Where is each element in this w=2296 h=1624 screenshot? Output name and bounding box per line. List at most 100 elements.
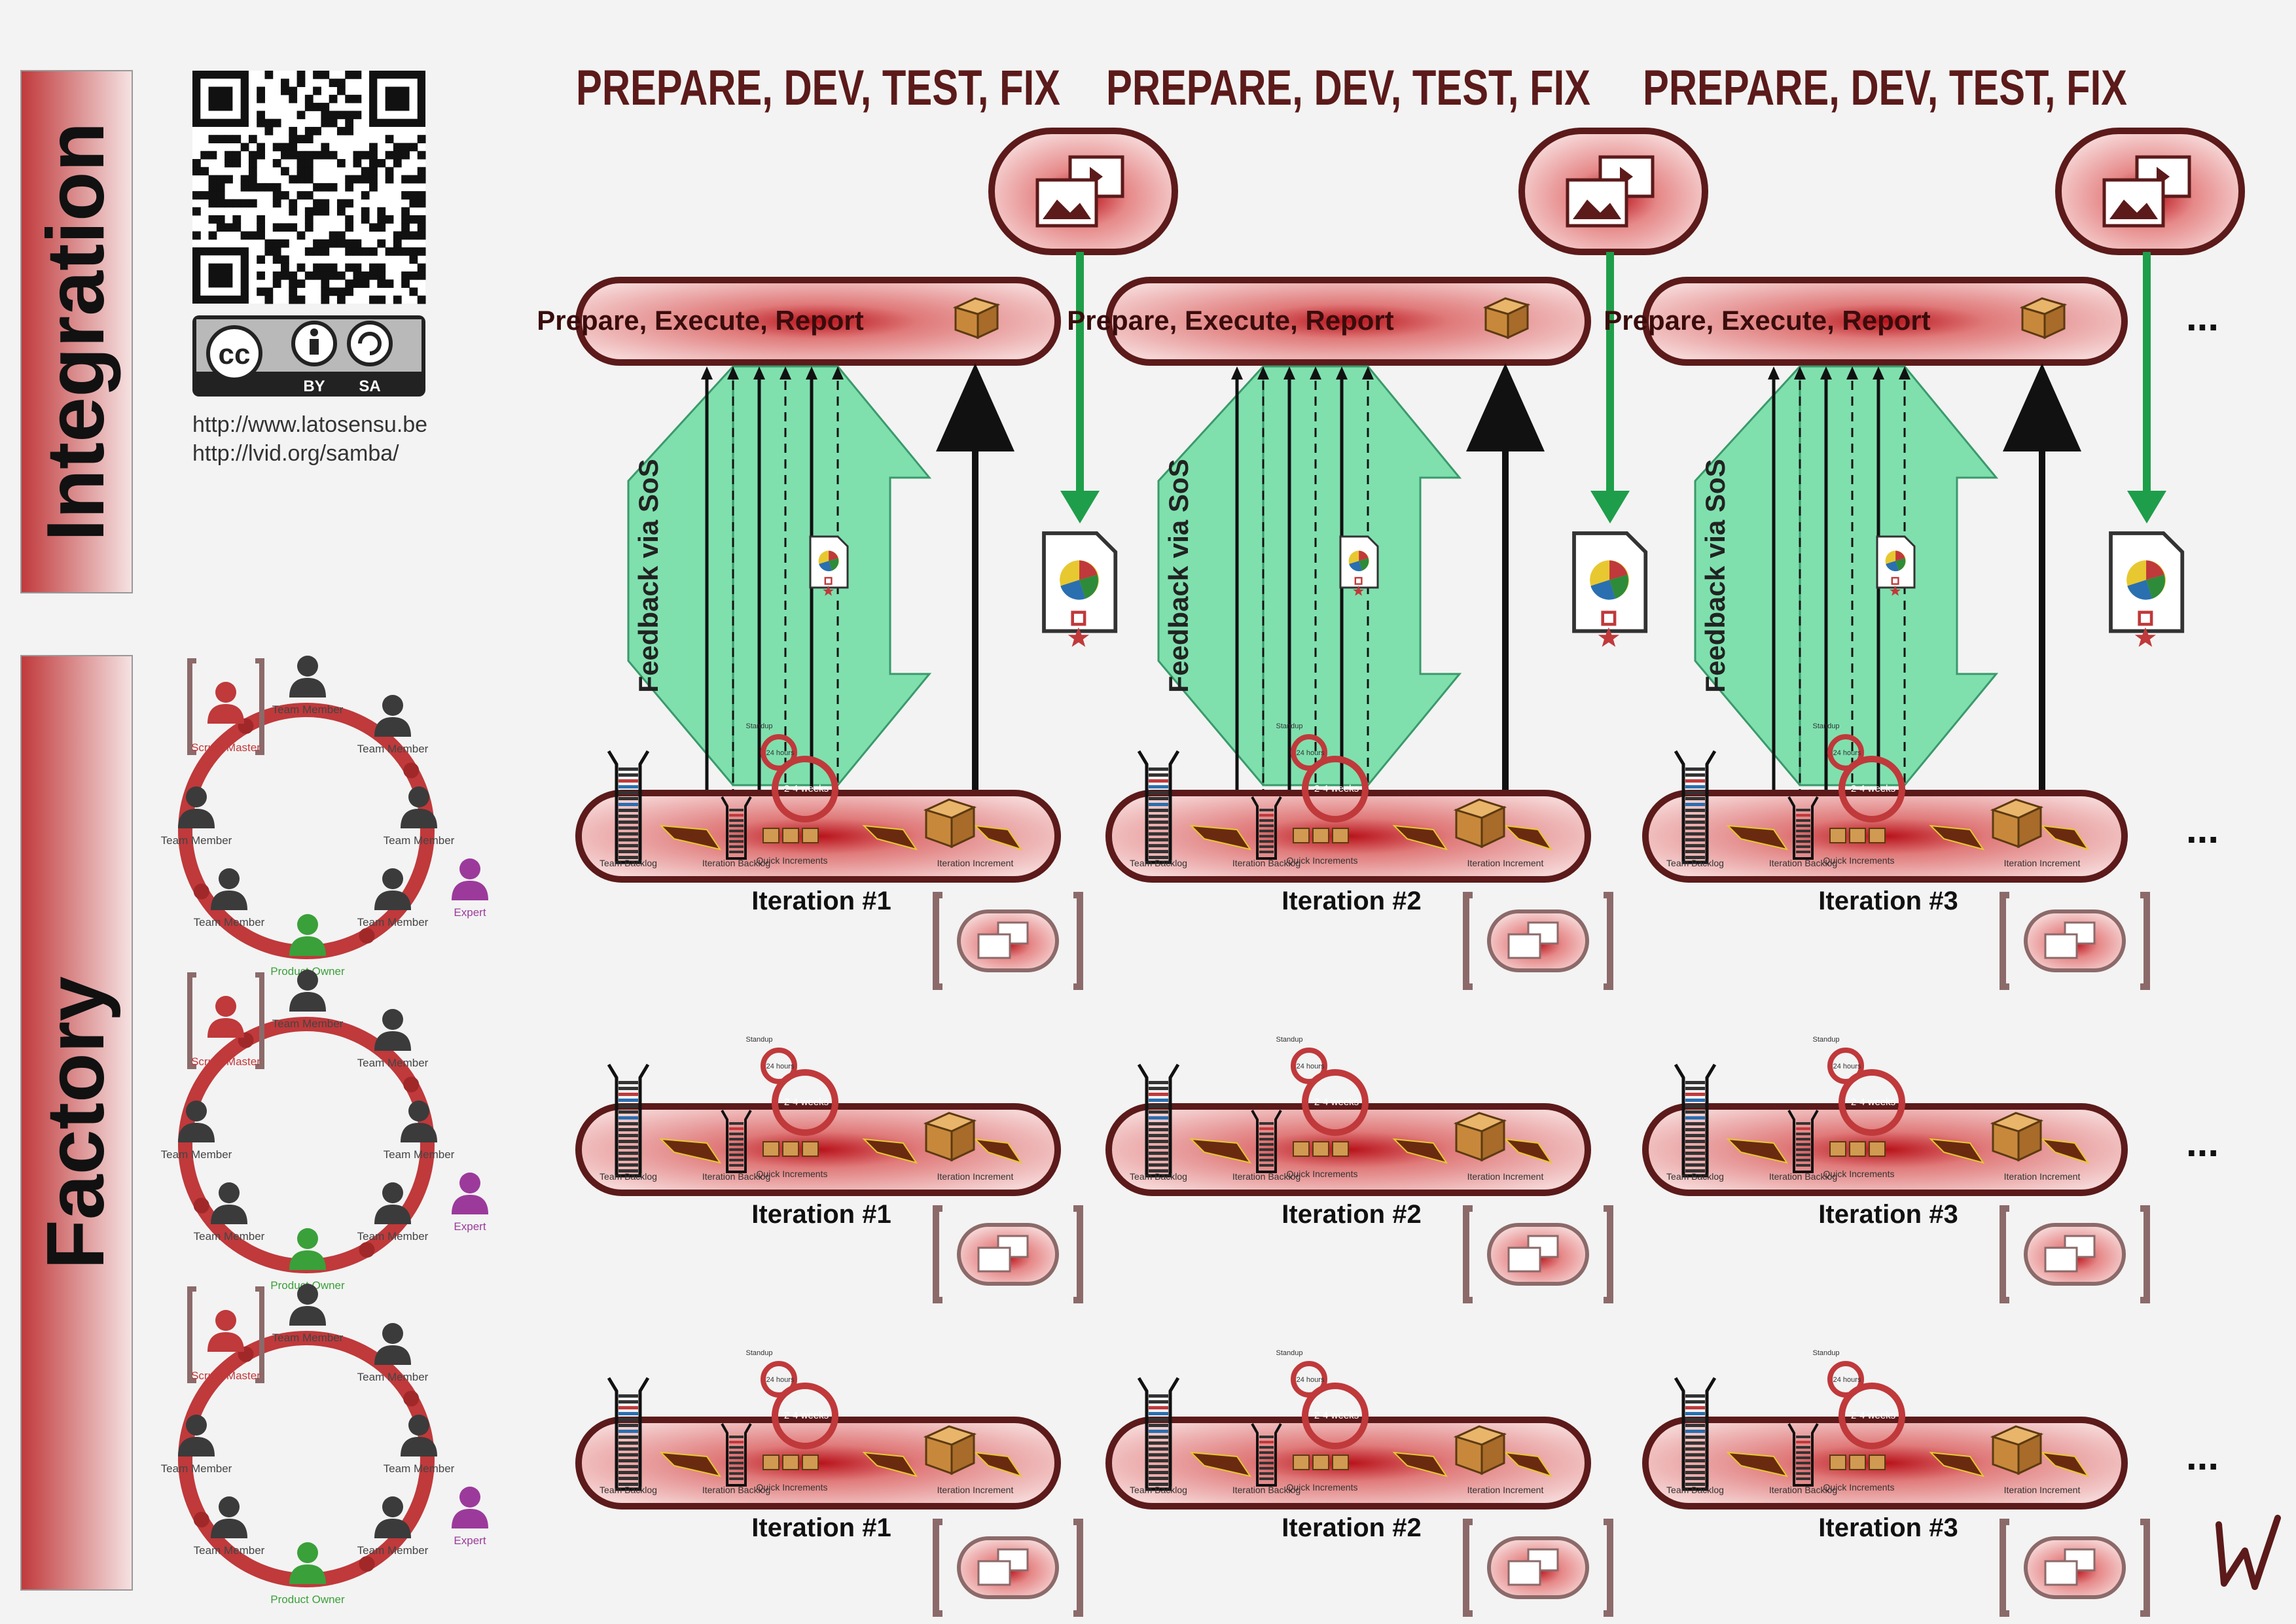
flow-arrow-icon	[1189, 1138, 1252, 1164]
small-package-icon	[1312, 1141, 1329, 1157]
iteration-label: Iteration #3	[1818, 1513, 1958, 1542]
weeks-label: 2-4 weeks	[1314, 1410, 1359, 1421]
team-member-icon	[374, 1009, 411, 1051]
standup-loop-icon	[1827, 734, 1864, 771]
presentation-icon	[1566, 155, 1655, 228]
small-package-icon	[782, 1455, 799, 1470]
cc-license-badge: cc BY SA	[192, 315, 425, 397]
iteration-increment-label: Iteration Increment	[937, 1485, 1014, 1495]
team-backlog-stack-icon	[1137, 1377, 1180, 1491]
weeks-label: 2-4 weeks	[1314, 1097, 1359, 1108]
expert-icon	[452, 1173, 488, 1214]
quick-increments-label: Quick Increments	[757, 1482, 828, 1492]
iteration-pill-r2-c1: Team Backlog Iteration Backlog Standup 24 h…	[575, 1036, 1083, 1303]
team-member-icon	[178, 786, 215, 828]
flow-arrow-icon	[2040, 1138, 2090, 1164]
iteration-pill-r1-c3: Team Backlog Iteration Backlog Standup 24 h…	[1642, 722, 2150, 990]
flow-arrow-icon	[659, 1138, 722, 1164]
team-member-label: Team Member	[384, 1462, 455, 1475]
team-member-icon	[289, 656, 326, 697]
flow-arrow-icon	[1189, 1451, 1252, 1477]
presentation-icon	[1035, 155, 1124, 228]
package-icon	[952, 297, 1001, 340]
hours-label: 24 hours	[1833, 1063, 1861, 1070]
scrum-master-icon	[207, 682, 244, 724]
team-backlog-label: Team Backlog	[1666, 1171, 1724, 1182]
team-backlog-stack-icon	[607, 750, 650, 864]
iteration-increment-label: Iteration Increment	[2004, 1171, 2081, 1182]
team-backlog-label: Team Backlog	[1130, 1171, 1187, 1182]
standup-loop-icon	[1827, 1361, 1864, 1398]
iteration-package-icon	[1480, 1119, 1505, 1162]
flow-arrow-icon	[862, 824, 918, 851]
standup-label: Standup	[1276, 1349, 1303, 1357]
team-member-icon	[374, 1323, 411, 1365]
team-member-label: Team Member	[357, 1230, 429, 1243]
small-package-icon	[762, 828, 780, 843]
phase-title: PREPARE, DEV, TEST, FIX	[576, 60, 1060, 116]
team-member-icon	[374, 1182, 411, 1224]
small-package-icon	[1312, 828, 1329, 843]
expert-label: Expert	[454, 906, 486, 919]
small-package-icon	[802, 1455, 819, 1470]
prepare-execute-report-bar	[1105, 277, 1591, 366]
flow-arrow-icon	[973, 824, 1023, 851]
iteration-label: Iteration #3	[1818, 1200, 1958, 1229]
sprint-loop-icon	[1839, 1069, 1905, 1136]
factory-side-label: Factory	[31, 976, 121, 1269]
team-member-label: Team Member	[384, 834, 455, 847]
standup-loop-icon	[1827, 1048, 1864, 1084]
team-member-icon	[374, 868, 411, 910]
small-package-icon	[1869, 828, 1886, 843]
iteration-pill-r3-c3: Team Backlog Iteration Backlog Standup 24 h…	[1642, 1349, 2150, 1617]
product-owner-icon	[289, 1228, 326, 1270]
team-member-icon	[374, 1496, 411, 1538]
team-member-label: Team Member	[272, 1332, 344, 1344]
integration-side-bar: Integration	[20, 70, 133, 593]
expert-label: Expert	[454, 1220, 486, 1233]
iteration-backlog-label: Iteration Backlog	[702, 858, 770, 868]
iteration-package-icon	[2017, 805, 2042, 849]
more-indicator: ...	[2186, 1121, 2219, 1165]
package-icon	[2019, 297, 2068, 340]
flow-arrow-icon	[1726, 1451, 1789, 1477]
iteration-pill-r2-c3: Team Backlog Iteration Backlog Standup 24 h…	[1642, 1036, 2150, 1303]
standup-loop-icon	[1291, 1048, 1327, 1084]
qr-code-icon	[192, 71, 426, 304]
product-owner-icon	[289, 1542, 326, 1584]
team-backlog-stack-icon	[1137, 750, 1180, 864]
small-package-icon	[1849, 1141, 1866, 1157]
quick-increments-label: Quick Increments	[1823, 1169, 1895, 1179]
cc-by-text: BY	[303, 378, 325, 395]
iteration-pill-r2-c2: Team Backlog Iteration Backlog Standup 24 h…	[1105, 1036, 1613, 1303]
iteration-backlog-label: Iteration Backlog	[1232, 1485, 1300, 1495]
team-member-icon	[374, 695, 411, 737]
feedback-report-icon	[809, 535, 849, 596]
hours-label: 24 hours	[766, 1376, 795, 1384]
iteration-package-icon	[950, 805, 975, 849]
iteration-increment-label: Iteration Increment	[937, 858, 1014, 868]
flow-arrow-icon	[1929, 1451, 1985, 1477]
flow-arrow-icon	[659, 1451, 722, 1477]
team-member-label: Team Member	[161, 1148, 232, 1161]
small-package-icon	[1869, 1455, 1886, 1470]
iteration-package-icon	[950, 1119, 975, 1162]
url-lvid: http://lvid.org/samba/	[192, 441, 399, 466]
iteration-label: Iteration #1	[751, 1200, 891, 1229]
iteration-package-icon	[2017, 1432, 2042, 1475]
small-package-icon	[1293, 1455, 1310, 1470]
signature-logo: lv	[2215, 1515, 2281, 1590]
scrum-master-icon	[207, 1310, 244, 1352]
flow-arrow-icon	[2040, 1451, 2090, 1477]
flow-arrow-icon	[1392, 1451, 1448, 1477]
integration-column-2: PREPARE, DEV, TEST, FIX Prepare, Execute,…	[1067, 60, 1708, 798]
iteration-label: Iteration #2	[1282, 1200, 1421, 1229]
iteration-backlog-stack-icon	[1787, 1423, 1819, 1487]
sprint-loop-icon	[1839, 756, 1905, 822]
small-package-icon	[1829, 1141, 1846, 1157]
team-member-icon	[211, 1496, 247, 1538]
more-indicator: ...	[2186, 1434, 2219, 1478]
team-member-label: Team Member	[272, 1017, 344, 1030]
iteration-backlog-stack-icon	[1251, 1110, 1282, 1173]
flow-arrow-icon	[1726, 1138, 1789, 1164]
